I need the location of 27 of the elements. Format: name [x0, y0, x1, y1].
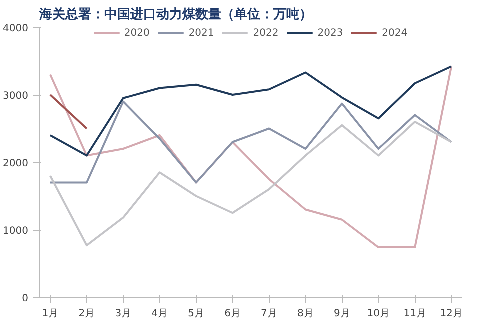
- x-tick-label: 10月: [367, 308, 390, 320]
- y-tick-label: 0: [22, 294, 29, 304]
- x-tick-label: 12月: [440, 308, 463, 320]
- line-series: [49, 66, 453, 157]
- x-tick-label: 2月: [78, 308, 96, 320]
- y-tick-label: 2000: [3, 158, 29, 170]
- x-tick-label: 7月: [261, 308, 278, 320]
- x-tick-label: 11月: [404, 308, 426, 320]
- x-tick-label: 9月: [334, 308, 350, 320]
- x-tick-label: 6月: [224, 308, 241, 320]
- x-tick-label: 4月: [152, 308, 168, 320]
- line-series: [49, 121, 453, 247]
- y-tick-label: 4000: [3, 24, 29, 34]
- chart-title: 海关总署：中国进口动力煤数量（单位：万吨）: [38, 6, 312, 22]
- x-tick-label: 5月: [188, 308, 204, 320]
- y-tick-label: 3000: [3, 91, 29, 102]
- x-tick-label: 3月: [115, 308, 132, 320]
- legend-label: 2024: [382, 27, 408, 39]
- x-tick-label: 1月: [42, 308, 59, 320]
- legend-label: 2020: [124, 27, 150, 39]
- y-tick-label: 1000: [3, 226, 29, 237]
- legend-label: 2021: [188, 27, 214, 39]
- line-series: [49, 100, 453, 184]
- x-tick-label: 8月: [298, 308, 314, 320]
- line-series: [49, 66, 453, 249]
- legend-label: 2022: [253, 27, 279, 39]
- legend-label: 2023: [318, 27, 344, 39]
